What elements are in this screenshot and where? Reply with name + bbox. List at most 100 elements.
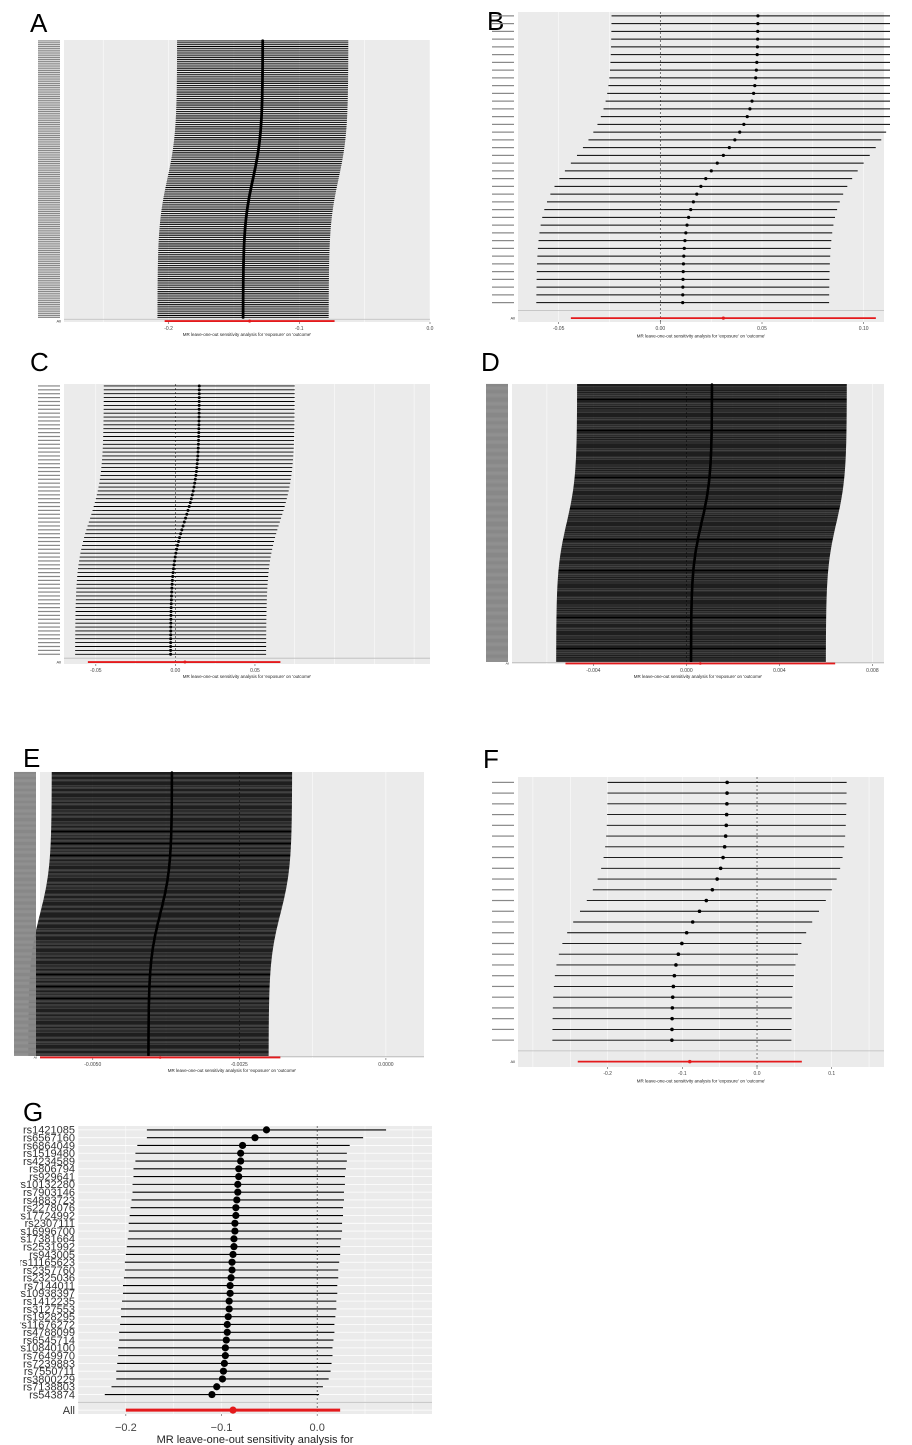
- snp-label: [38, 486, 60, 488]
- snp-label: rs10840100: [20, 1343, 75, 1355]
- snp-estimate-point: [208, 1390, 216, 1399]
- snp-label: [492, 932, 514, 934]
- snp-label: [486, 422, 508, 424]
- snp-estimate-point: [684, 930, 689, 935]
- snp-label: [38, 556, 60, 558]
- x-tick-label: 0.05: [757, 326, 767, 332]
- snp-label: [486, 486, 508, 488]
- snp-estimate-point: [681, 262, 686, 266]
- snp-label: [14, 944, 36, 946]
- panel-letter-d: D: [481, 347, 500, 377]
- snp-estimate-point: [193, 477, 197, 481]
- snp-label: [14, 795, 36, 798]
- snp-label: [38, 179, 60, 181]
- snp-label: [486, 591, 508, 593]
- all-estimate-point: [699, 662, 702, 665]
- snp-label: [14, 1037, 36, 1039]
- snp-label: [486, 561, 508, 563]
- snp-label: rs7903146: [23, 1187, 75, 1199]
- snp-label: [38, 490, 60, 492]
- x-axis-label: MR leave-one-out sensitivity analysis fo…: [183, 332, 312, 337]
- snp-label: [14, 941, 36, 943]
- snp-label: [486, 574, 508, 576]
- snp-label: [486, 405, 508, 407]
- snp-label: [14, 1038, 36, 1040]
- snp-label: [486, 387, 508, 389]
- snp-label: [486, 429, 508, 432]
- snp-label: [486, 590, 508, 592]
- snp-label: [14, 933, 36, 935]
- all-estimate-point: [721, 316, 725, 320]
- snp-label: [14, 994, 36, 996]
- snp-label: [14, 998, 36, 1001]
- snp-label: [38, 82, 60, 85]
- snp-estimate-point: [754, 76, 758, 80]
- snp-label: [14, 1026, 36, 1028]
- snp-label: [38, 568, 60, 570]
- x-tick-label: −0.2: [115, 1422, 137, 1434]
- snp-label: [486, 657, 508, 659]
- snp-label: [486, 646, 508, 649]
- snp-label: [14, 1005, 36, 1007]
- snp-label: [486, 479, 508, 481]
- snp-label: [38, 261, 60, 263]
- snp-label: [14, 936, 36, 938]
- snp-label: [38, 112, 60, 114]
- snp-label: [486, 550, 508, 552]
- snp-label: [38, 73, 60, 75]
- snp-label: [486, 519, 508, 521]
- snp-label: [486, 651, 508, 653]
- snp-estimate-point: [173, 555, 177, 559]
- snp-estimate-point: [187, 505, 191, 508]
- snp-label: [486, 568, 508, 571]
- snp-label: [38, 146, 60, 148]
- snp-label: [38, 68, 60, 70]
- snp-label: [14, 816, 36, 818]
- snp-label: [486, 635, 508, 637]
- forest-plot-e: All -0.0050 -0.0025 0.0000 MR leave-one-out …: [14, 771, 424, 1073]
- snp-label: [486, 448, 508, 450]
- snp-label: [14, 870, 36, 872]
- snp-label: [14, 930, 36, 932]
- snp-label: [14, 950, 36, 953]
- snp-label: [38, 303, 60, 305]
- snp-estimate-point: [193, 481, 197, 485]
- snp-label: [38, 314, 60, 317]
- panel-letter-b: B: [487, 6, 505, 36]
- snp-label: [492, 23, 514, 25]
- snp-label: [14, 809, 36, 811]
- snp-label: [14, 918, 36, 920]
- snp-label: [14, 913, 36, 916]
- snp-label: [486, 383, 508, 386]
- snp-estimate-point: [234, 1180, 242, 1188]
- snp-label: [14, 1025, 36, 1027]
- snp-label: [38, 192, 60, 194]
- snp-label: [492, 286, 514, 288]
- snp-label: [14, 979, 36, 981]
- snp-label: [14, 961, 36, 964]
- snp-label: [492, 224, 514, 226]
- snp-label: [486, 538, 508, 541]
- snp-estimate-point: [228, 1258, 236, 1266]
- snp-label: [14, 945, 36, 947]
- x-tick-label: 0.004: [773, 668, 786, 674]
- snp-label: [14, 860, 36, 862]
- snp-estimate-point: [169, 598, 173, 602]
- snp-label: [38, 212, 60, 215]
- snp-label: [14, 1047, 36, 1049]
- snp-label: [14, 773, 36, 775]
- snp-label: [486, 660, 508, 662]
- snp-label: [14, 790, 36, 792]
- snp-estimate-point: [681, 301, 685, 305]
- snp-label: [492, 910, 514, 912]
- snp-estimate-point: [174, 551, 178, 555]
- snp-label: [486, 583, 508, 585]
- snp-estimate-point: [229, 1250, 237, 1259]
- snp-label: [38, 533, 60, 535]
- snp-label: [14, 1032, 36, 1035]
- snp-label: [14, 868, 36, 870]
- snp-label: [38, 233, 60, 235]
- snp-label: [486, 586, 508, 589]
- x-tick-label: -0.05: [90, 668, 102, 674]
